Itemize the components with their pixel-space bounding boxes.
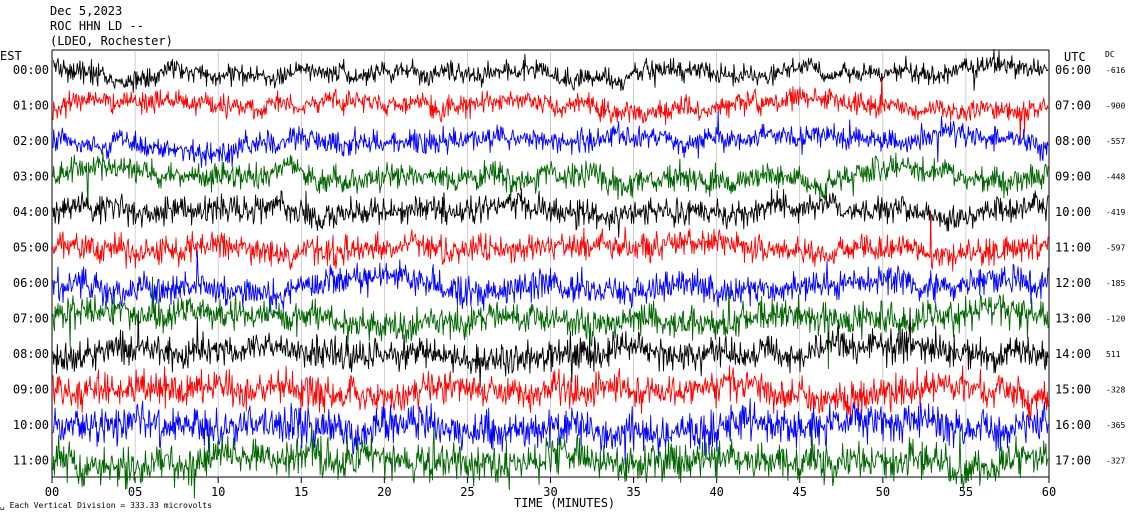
trace-1000 <box>52 398 1049 465</box>
x-tick-label: 20 <box>377 485 391 499</box>
dc-column-label: DC <box>1105 50 1115 59</box>
x-tick-label: 25 <box>460 485 474 499</box>
x-tick-label: 30 <box>543 485 557 499</box>
dc-offset-value: -419 <box>1106 208 1125 217</box>
x-tick-label: 35 <box>626 485 640 499</box>
trace-0900 <box>52 364 1049 422</box>
dc-offset-value: -597 <box>1106 244 1125 253</box>
utc-hour-label: 11:00 <box>1055 241 1091 255</box>
right-timezone-label: UTC <box>1064 50 1086 64</box>
trace-0000 <box>52 49 1049 93</box>
footer-prefix: Each Vertical Division = <box>9 501 126 510</box>
footer-scale-note: ␣ Each Vertical Division = 333.33 microv… <box>0 501 212 510</box>
trace-0300 <box>52 151 1049 210</box>
x-axis-title: TIME (MINUTES) <box>514 496 616 510</box>
utc-hour-label: 07:00 <box>1055 99 1091 113</box>
utc-hour-label: 16:00 <box>1055 418 1091 432</box>
est-hour-label: 09:00 <box>13 383 49 397</box>
trace-0800 <box>52 307 1049 389</box>
est-hour-label: 10:00 <box>13 418 49 432</box>
utc-hour-label: 14:00 <box>1055 347 1091 361</box>
header-date: Dec 5,2023 <box>50 4 123 18</box>
x-tick-label: 15 <box>294 485 308 499</box>
est-hour-label: 00:00 <box>13 63 49 77</box>
trace-0100 <box>52 77 1049 142</box>
header-station: ROC HHN LD -- <box>50 19 144 33</box>
trace-0700 <box>52 276 1049 370</box>
trace-1100 <box>52 424 1049 499</box>
x-tick-label: 40 <box>709 485 723 499</box>
footer-value: 333.33 microvolts <box>130 501 212 510</box>
utc-hour-label: 12:00 <box>1055 276 1091 290</box>
est-hour-label: 06:00 <box>13 276 49 290</box>
utc-hour-label: 15:00 <box>1055 383 1091 397</box>
trace-0200 <box>52 111 1049 168</box>
x-tick-label: 00 <box>45 485 59 499</box>
est-hour-label: 11:00 <box>13 454 49 468</box>
utc-hour-label: 08:00 <box>1055 134 1091 148</box>
dc-offset-value: -120 <box>1106 315 1125 324</box>
dc-offset-value: -557 <box>1106 137 1125 146</box>
dc-offset-value: 511 <box>1106 350 1121 359</box>
est-hour-label: 05:00 <box>13 241 49 255</box>
trace-0500 <box>52 211 1049 272</box>
dc-offset-value: -900 <box>1106 102 1125 111</box>
x-tick-label: 05 <box>128 485 142 499</box>
dc-offset-value: -185 <box>1106 279 1125 288</box>
trace-0400 <box>52 188 1049 238</box>
dc-offset-value: -327 <box>1106 457 1125 466</box>
utc-hour-label: 17:00 <box>1055 454 1091 468</box>
est-hour-label: 04:00 <box>13 205 49 219</box>
left-timezone-label: EST <box>0 49 22 63</box>
x-tick-label: 10 <box>211 485 225 499</box>
est-hour-label: 02:00 <box>13 134 49 148</box>
utc-hour-label: 13:00 <box>1055 312 1091 326</box>
utc-hour-label: 06:00 <box>1055 63 1091 77</box>
dc-offset-value: -616 <box>1106 66 1125 75</box>
est-hour-label: 03:00 <box>13 170 49 184</box>
utc-hour-label: 09:00 <box>1055 170 1091 184</box>
dc-offset-value: -365 <box>1106 421 1125 430</box>
dc-offset-value: -448 <box>1106 173 1125 182</box>
utc-hour-label: 10:00 <box>1055 205 1091 219</box>
footer-symbol: ␣ <box>0 501 10 510</box>
est-hour-label: 08:00 <box>13 347 49 361</box>
trace-0600 <box>52 250 1049 313</box>
x-tick-label: 45 <box>793 485 807 499</box>
x-tick-label: 50 <box>876 485 890 499</box>
dc-offset-value: -328 <box>1106 386 1125 395</box>
x-tick-label: 55 <box>959 485 973 499</box>
est-hour-label: 01:00 <box>13 99 49 113</box>
header-network: (LDEO, Rochester) <box>50 34 173 48</box>
est-hour-label: 07:00 <box>13 312 49 326</box>
x-tick-label: 60 <box>1042 485 1056 499</box>
